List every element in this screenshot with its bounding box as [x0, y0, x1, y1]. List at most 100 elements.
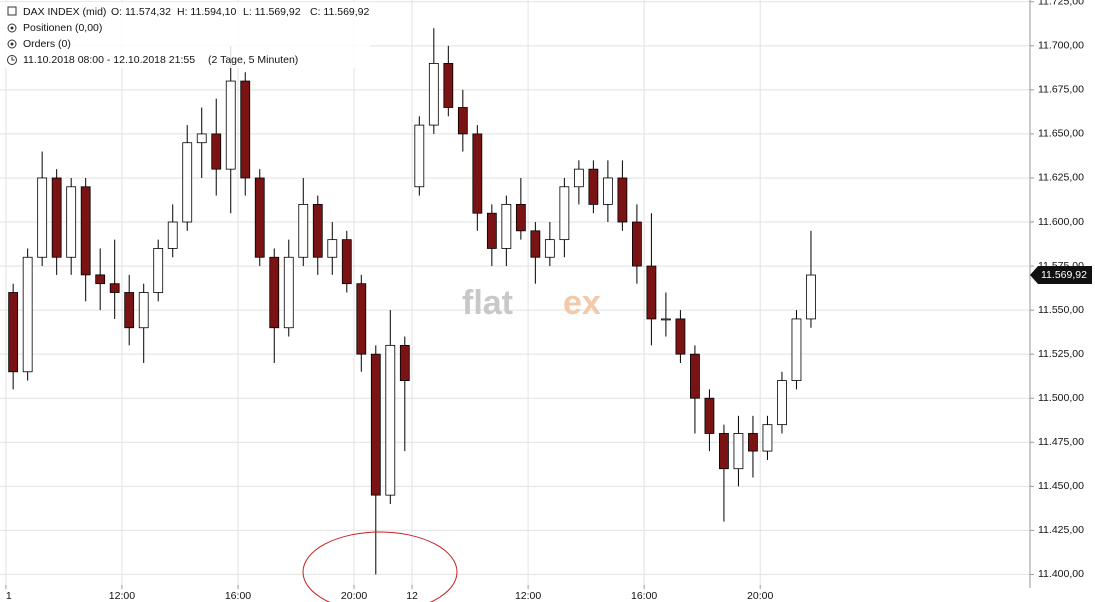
y-tick-label: 11.550,00	[1038, 304, 1084, 316]
candle-body	[719, 433, 729, 470]
last-price-label: 11.569,92	[1041, 269, 1087, 281]
candle-body	[254, 177, 265, 258]
candle-body	[472, 133, 483, 214]
quote: L: 11.569,92	[243, 6, 301, 18]
candle-body	[95, 274, 106, 285]
quote: H: 11.594,10	[177, 6, 237, 18]
orders[interactable]: Orders (0)	[23, 38, 71, 50]
candle-body	[791, 318, 802, 382]
candle-body	[457, 107, 468, 135]
clock-icon	[11, 57, 15, 61]
x-tick-label: 12:00	[109, 590, 135, 602]
candle-body	[486, 212, 497, 249]
y-tick-label: 11.450,00	[1038, 480, 1084, 492]
orders-icon	[7, 39, 17, 49]
candle-body	[501, 203, 512, 249]
candle-body	[225, 80, 236, 170]
candle-body	[124, 292, 135, 329]
header-background	[0, 2, 370, 68]
y-tick-label: 11.650,00	[1038, 128, 1084, 140]
candle-body	[37, 177, 48, 258]
candle-body	[211, 133, 222, 170]
watermark-text: flat	[462, 284, 513, 322]
candle-body	[632, 221, 642, 267]
legend-header: DAX INDEX (mid) O: 11.574,32 H: 11.594,1…	[0, 2, 370, 68]
candle-body	[109, 283, 120, 293]
positions-icon	[7, 23, 17, 33]
candle-body	[704, 397, 715, 434]
candle-body	[66, 186, 77, 258]
candle-body	[341, 239, 352, 285]
candle-body	[544, 239, 555, 258]
x-tick-label: 12:00	[515, 590, 541, 602]
y-tick-label: 11.475,00	[1038, 436, 1084, 448]
positions[interactable]: Positionen (0,00)	[23, 22, 102, 34]
last-price-tag	[1030, 266, 1092, 285]
candle-body	[22, 256, 33, 373]
quote: O: 11.574,32	[111, 6, 171, 18]
candle-body	[356, 283, 367, 355]
candle-body	[153, 248, 164, 293]
candle-body	[646, 265, 657, 320]
x-tick-label: 16:00	[225, 590, 251, 602]
candle-body	[733, 433, 744, 470]
x-tick-label: 1	[6, 590, 12, 602]
candle-body	[530, 230, 541, 258]
candle-body	[602, 177, 613, 205]
candle-body	[588, 168, 599, 205]
candle-body	[182, 142, 193, 223]
y-tick-label: 11.675,00	[1038, 84, 1084, 96]
annotation-ellipse	[302, 531, 458, 602]
candle-body	[573, 168, 584, 188]
candle-body	[690, 353, 700, 399]
candle-body	[428, 63, 439, 126]
y-tick-label: 11.425,00	[1038, 524, 1084, 536]
candle-body	[675, 318, 686, 355]
candle-body	[370, 353, 381, 496]
instrument: DAX INDEX (mid)	[23, 6, 106, 18]
candle-body	[283, 256, 294, 329]
candle-body	[269, 256, 280, 329]
x-tick-label: 20:00	[341, 590, 367, 602]
candle-body	[385, 344, 396, 496]
candle-body	[399, 344, 410, 382]
watermark-text: ex	[563, 284, 601, 322]
candle-body	[327, 239, 338, 258]
period: 11.10.2018 08:00 - 12.10.2018 21:55	[23, 54, 195, 66]
interval: (2 Tage, 5 Minuten)	[208, 54, 298, 66]
y-tick-label: 11.500,00	[1038, 392, 1084, 404]
candle-body	[240, 80, 251, 179]
candle-body	[138, 292, 149, 329]
positions-icon	[10, 26, 14, 30]
y-tick-label: 11.625,00	[1038, 172, 1084, 184]
instrument-icon	[7, 6, 17, 16]
candle-body	[748, 433, 758, 452]
candle-body	[312, 203, 323, 258]
y-tick-label: 11.600,00	[1038, 216, 1084, 228]
candles	[8, 28, 816, 575]
orders-icon	[10, 42, 14, 46]
candle-body	[196, 133, 207, 144]
clock-icon	[7, 55, 17, 65]
candle-body	[298, 203, 309, 258]
candle-body	[167, 221, 178, 249]
candle-body	[80, 186, 91, 276]
x-tick-label: 20:00	[747, 590, 773, 602]
candle-body	[515, 203, 526, 232]
y-tick-label: 11.700,00	[1038, 40, 1084, 52]
candle-body	[51, 177, 62, 258]
y-tick-label: 11.400,00	[1038, 568, 1084, 580]
candle-body	[777, 380, 787, 426]
quote: C: 11.569,92	[310, 6, 370, 18]
candle-body	[806, 274, 816, 320]
x-tick-label: 12	[406, 590, 418, 602]
x-tick-label: 16:00	[631, 590, 657, 602]
candle-body	[559, 186, 570, 241]
watermark: flat ex	[462, 284, 601, 322]
candle-body	[617, 177, 628, 223]
candle-body	[8, 292, 19, 373]
candle-body	[661, 318, 671, 321]
